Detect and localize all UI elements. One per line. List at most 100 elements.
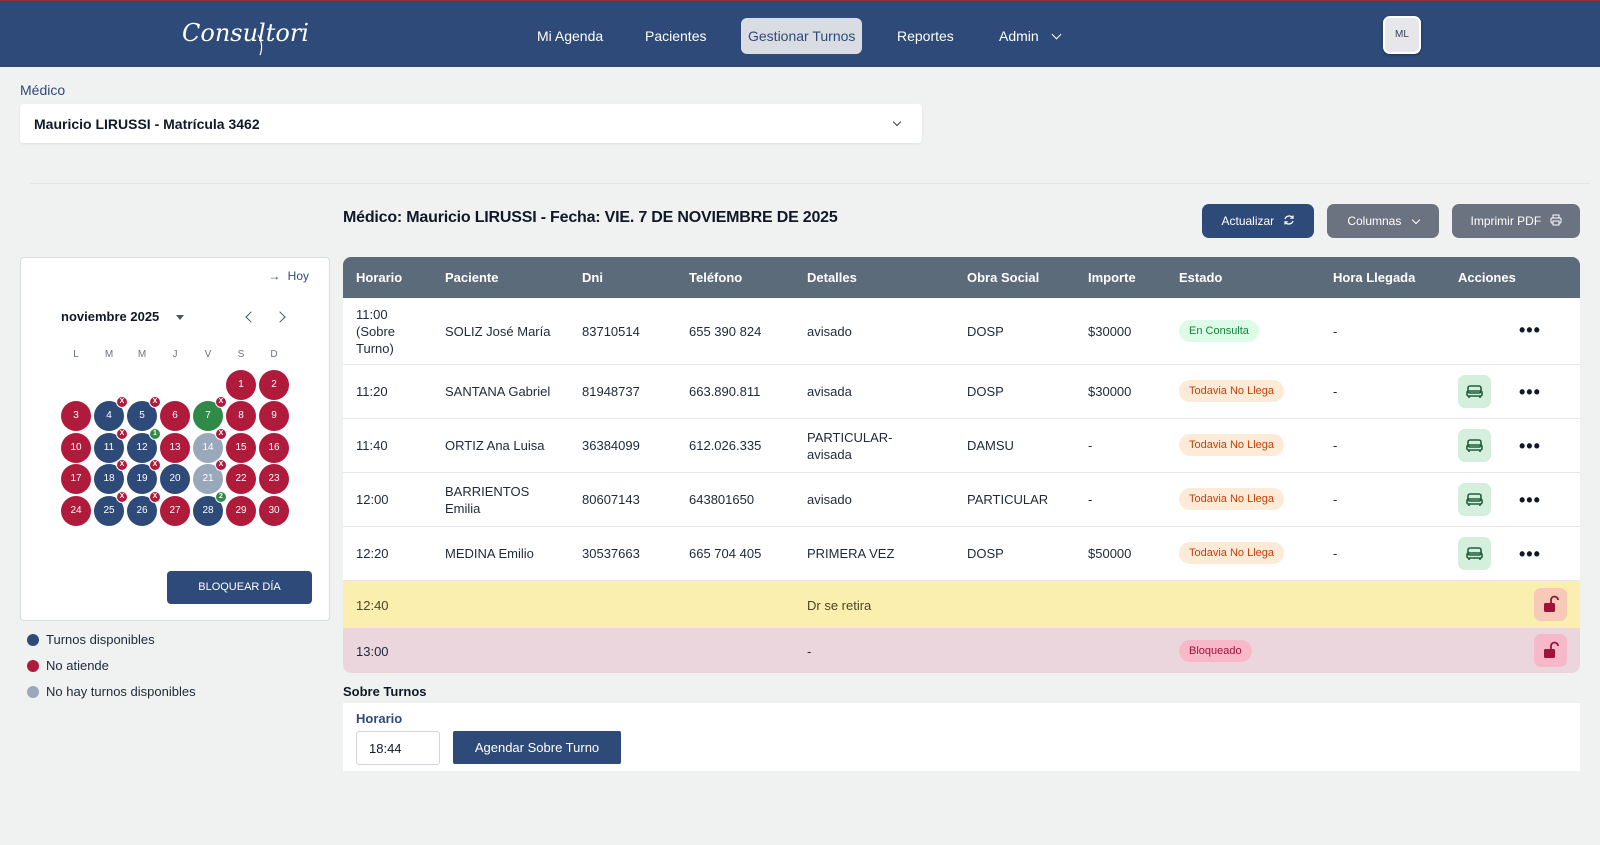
calendar-day[interactable]: 12 1 [127, 428, 161, 463]
imprimir-pdf-button[interactable]: Imprimir PDF [1452, 204, 1580, 238]
medico-select[interactable]: Mauricio LIRUSSI - Matrícula 3462 [20, 104, 922, 143]
col-dni[interactable]: Dni [582, 270, 603, 285]
table-row[interactable]: 12:00 BARRIENTOS Emilia 80607143 6438016… [343, 473, 1580, 527]
day-number: 8 [238, 410, 244, 421]
columnas-button[interactable]: Columnas [1327, 204, 1439, 238]
col-obra-social[interactable]: Obra Social [967, 270, 1040, 285]
horario-input[interactable] [356, 731, 440, 765]
col-paciente[interactable]: Paciente [445, 270, 499, 285]
day-number: 18 [103, 473, 115, 484]
cell-paciente: SANTANA Gabriel [445, 384, 551, 399]
hoy-link[interactable]: → Hoy [268, 269, 309, 283]
calendar-day[interactable]: 13 [160, 433, 190, 463]
table-row-blocked[interactable]: 13:00 - Bloqueado [343, 628, 1580, 673]
col-hora-llegada[interactable]: Hora Llegada [1333, 270, 1416, 285]
more-actions-icon[interactable]: ••• [1519, 436, 1541, 456]
cell-dni: 81948737 [582, 384, 640, 399]
calendar-day[interactable]: 24 [61, 496, 91, 526]
nav-admin-label: Admin [999, 28, 1039, 44]
calendar-day[interactable]: 14 X [193, 428, 227, 463]
prev-month-icon[interactable] [245, 311, 257, 323]
calendar-day[interactable]: 22 [226, 464, 256, 494]
calendar-day[interactable]: 25 X [94, 491, 128, 526]
cell-importe: - [1088, 438, 1093, 453]
calendar-day[interactable]: 11 X [94, 428, 128, 463]
calendar-day[interactable]: 16 [259, 433, 289, 463]
sala-espera-button[interactable] [1458, 537, 1491, 570]
caret-down-icon[interactable] [176, 315, 184, 320]
day-number: 14 [202, 442, 214, 453]
nav-mi-agenda[interactable]: Mi Agenda [537, 28, 604, 44]
unlock-button[interactable] [1534, 634, 1567, 667]
cell-paciente: BARRIENTOS Emilia [445, 484, 530, 516]
cell-detalles: avisado [807, 324, 852, 339]
calendar-day[interactable]: 21 X [193, 459, 227, 494]
table-row-blocked[interactable]: 12:40 Dr se retira [343, 581, 1580, 628]
calendar-day[interactable]: 10 [61, 433, 91, 463]
unlock-button[interactable] [1534, 588, 1567, 621]
table-row[interactable]: 11:20 SANTANA Gabriel 81948737 663.890.8… [343, 365, 1580, 419]
calendar-day[interactable]: 29 [226, 496, 256, 526]
more-actions-icon[interactable]: ••• [1519, 320, 1541, 340]
table-row[interactable]: 11:00 (Sobre Turno) SOLIZ José María 837… [343, 298, 1580, 365]
day-number: 21 [202, 473, 214, 484]
calendar-day[interactable]: 30 [259, 496, 289, 526]
table-row[interactable]: 11:40 ORTIZ Ana Luisa 36384099 612.026.3… [343, 419, 1580, 473]
day-number: 2 [271, 379, 277, 390]
col-horario[interactable]: Horario [356, 270, 403, 285]
calendar-day[interactable]: 18 X [94, 459, 128, 494]
day-number: 25 [103, 505, 115, 516]
col-importe[interactable]: Importe [1088, 270, 1136, 285]
nav-gestionar-turnos[interactable]: Gestionar Turnos [741, 18, 863, 54]
cell-horario: 11:20 [356, 384, 388, 399]
actualizar-button[interactable]: Actualizar [1202, 204, 1314, 238]
calendar-day[interactable]: 8 [226, 401, 256, 431]
col-acciones[interactable]: Acciones [1458, 270, 1516, 285]
calendar-day[interactable]: 15 [226, 433, 256, 463]
legend-dot [27, 686, 39, 698]
col-estado[interactable]: Estado [1179, 270, 1223, 285]
col-detalles[interactable]: Detalles [807, 270, 857, 285]
calendar-day[interactable]: 1 [226, 370, 256, 400]
day-number: 30 [268, 505, 280, 516]
col-telefono[interactable]: Teléfono [689, 270, 743, 285]
calendar-day[interactable]: 2 [259, 370, 289, 400]
calendar-day[interactable]: 17 [61, 464, 91, 494]
calendar-day[interactable]: 19 X [127, 459, 161, 494]
day-number: 1 [238, 379, 244, 390]
medico-label: Médico [20, 82, 66, 98]
calendar-day[interactable]: 9 [259, 401, 289, 431]
calendar-day[interactable]: 23 [259, 464, 289, 494]
consultori-logo[interactable]: Consultori [180, 15, 310, 57]
columnas-label: Columnas [1347, 214, 1402, 228]
day-number: 16 [268, 442, 280, 453]
bloquear-dia-button[interactable]: BLOQUEAR DÍA [167, 571, 312, 604]
day-badge: X [215, 428, 227, 440]
day-number: 19 [136, 473, 148, 484]
nav-admin[interactable]: Admin [991, 18, 1068, 54]
calendar-day[interactable]: 20 [160, 464, 190, 494]
sala-espera-button[interactable] [1458, 429, 1491, 462]
calendar-day[interactable]: 27 [160, 496, 190, 526]
more-actions-icon[interactable]: ••• [1519, 382, 1541, 402]
nav-reportes[interactable]: Reportes [897, 28, 954, 44]
calendar-day[interactable]: 26 X [127, 491, 161, 526]
sala-espera-button[interactable] [1458, 375, 1491, 408]
calendar-day[interactable]: 28 2 [193, 491, 227, 526]
calendar-day[interactable]: 6 [160, 401, 190, 431]
next-month-icon[interactable] [274, 311, 286, 323]
calendar-day[interactable]: 3 [61, 401, 91, 431]
agendar-sobre-turno-button[interactable]: Agendar Sobre Turno [453, 731, 621, 764]
table-row[interactable]: 12:20 MEDINA Emilio 30537663 665 704 405… [343, 527, 1580, 581]
month-label[interactable]: noviembre 2025 [61, 309, 160, 324]
weekday-label: M [104, 349, 114, 360]
sala-espera-button[interactable] [1458, 483, 1491, 516]
nav-pacientes[interactable]: Pacientes [645, 28, 707, 44]
user-avatar[interactable]: ML [1383, 16, 1421, 54]
more-actions-icon[interactable]: ••• [1519, 544, 1541, 564]
more-actions-icon[interactable]: ••• [1519, 490, 1541, 510]
svg-text:Consultori: Consultori [182, 19, 309, 47]
